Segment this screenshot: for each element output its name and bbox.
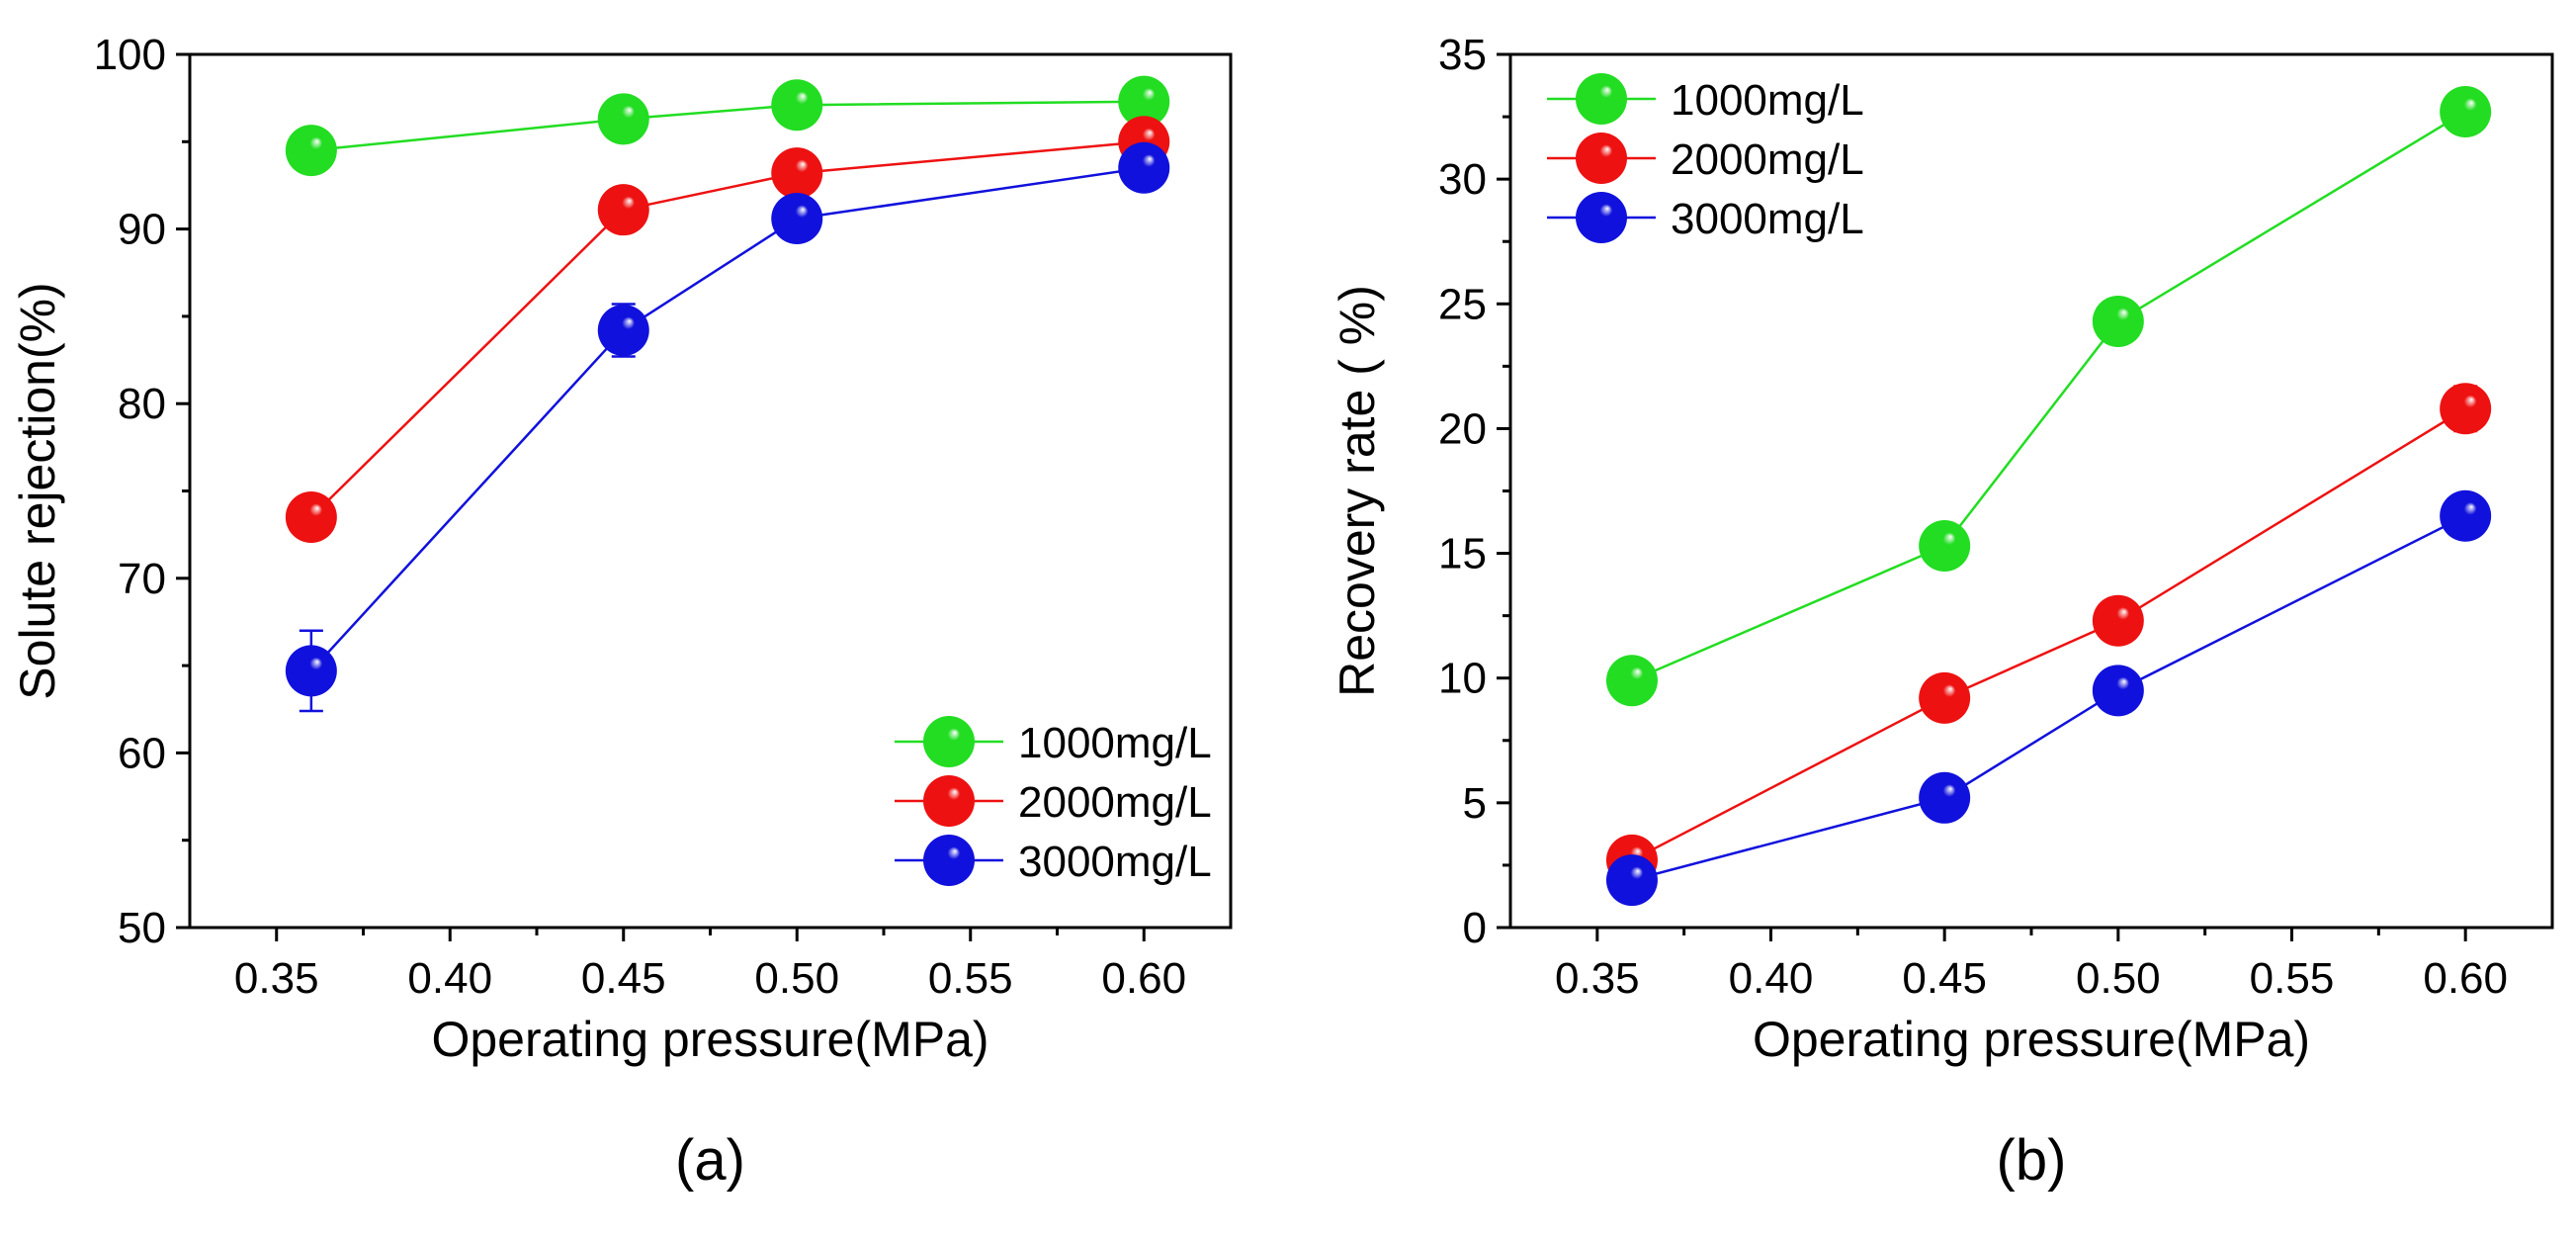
legend-label: 2000mg/L	[1671, 135, 1864, 184]
legend-marker	[923, 716, 975, 767]
y-tick-label: 30	[1438, 155, 1487, 204]
data-point	[1605, 854, 1658, 907]
legend-entry: 2000mg/L	[895, 775, 1212, 827]
y-tick-label: 90	[118, 206, 166, 254]
data-point	[1118, 75, 1170, 128]
plot-frame	[1508, 52, 2554, 930]
series-line	[310, 100, 1145, 152]
series-line	[309, 166, 1145, 672]
data-point	[2440, 383, 2492, 435]
data-point	[771, 79, 823, 132]
series-line	[1631, 110, 2466, 682]
x-tick-label: 0.55	[928, 954, 1013, 1003]
y-tick-label: 80	[118, 380, 166, 428]
data-point	[1919, 671, 1971, 724]
y-tick-label: 10	[1438, 655, 1487, 703]
data-point	[2092, 295, 2144, 347]
data-point	[285, 490, 337, 543]
panel-b: 0 5 10 15 20 25 30 35 0.35 0.40 0.45 0.50 0.55 0.60 Op…	[1330, 31, 2554, 1193]
legend-marker	[1576, 73, 1627, 125]
series-1000mg/L	[1605, 86, 2492, 707]
legend-label: 1000mg/L	[1671, 76, 1864, 125]
legend-marker	[923, 775, 975, 827]
series-line	[309, 140, 1145, 518]
legend-entry: 3000mg/L	[895, 835, 1212, 886]
x-tick-label: 0.55	[2250, 954, 2335, 1003]
y-tick-label: 20	[1438, 404, 1487, 453]
panel-a: 50 60 70 80 90 100 0.35 0.40 0.45 0.50 0.55 0.60 Ope…	[10, 31, 1233, 1193]
x-tick-label: 0.60	[1101, 954, 1186, 1003]
data-point	[1605, 655, 1658, 707]
panel-label: (b)	[1997, 1128, 2067, 1193]
y-tick-label: 5	[1463, 779, 1487, 828]
y-axis-title: Solute rejection(%)	[10, 282, 65, 699]
legend-entry: 1000mg/L	[1547, 73, 1864, 125]
data-point	[2440, 86, 2492, 138]
x-tick-label: 0.50	[2076, 954, 2161, 1003]
data-point	[285, 645, 337, 697]
data-point	[597, 93, 649, 145]
series-line	[1631, 407, 2466, 861]
x-tick-label: 0.45	[1902, 954, 1987, 1003]
x-tick-label: 0.40	[407, 954, 492, 1003]
legend-entry: 1000mg/L	[895, 716, 1212, 767]
y-tick-label: 60	[118, 729, 166, 777]
y-tick-label: 25	[1438, 280, 1487, 328]
data-point	[1919, 771, 1971, 824]
x-tick-label: 0.35	[234, 954, 319, 1003]
y-tick-label: 35	[1438, 31, 1487, 79]
legend-marker	[923, 835, 975, 886]
legend-entry: 3000mg/L	[1547, 192, 1864, 243]
series-2000mg/L	[285, 116, 1170, 543]
legend-entry: 2000mg/L	[1547, 133, 1864, 184]
legend-marker	[1576, 133, 1627, 184]
x-tick-label: 0.40	[1729, 954, 1814, 1003]
x-tick-label: 0.35	[1555, 954, 1640, 1003]
y-tick-label: 50	[118, 904, 166, 952]
y-tick-label: 15	[1438, 530, 1487, 578]
data-point	[1118, 141, 1170, 194]
data-point	[597, 305, 649, 357]
series-line	[1631, 514, 2466, 882]
series-1000mg/L	[285, 75, 1170, 177]
x-tick-label: 0.60	[2423, 954, 2508, 1003]
series-3000mg/L	[1605, 489, 2492, 907]
y-tick-label: 70	[118, 555, 166, 603]
data-point	[2092, 665, 2144, 717]
data-point	[2440, 489, 2492, 542]
legend-label: 3000mg/L	[1671, 195, 1864, 243]
data-point	[771, 193, 823, 245]
series-3000mg/L	[285, 141, 1170, 713]
legend-label: 2000mg/L	[1018, 778, 1212, 827]
y-axis-title: Recovery rate ( %)	[1330, 285, 1385, 697]
x-axis-title: Operating pressure(MPa)	[431, 1012, 988, 1067]
legend-marker	[1576, 192, 1627, 243]
panel-label: (a)	[675, 1128, 745, 1193]
series-2000mg/L	[1605, 383, 2492, 886]
data-point	[597, 184, 649, 236]
x-tick-label: 0.50	[754, 954, 839, 1003]
x-axis-title: Operating pressure(MPa)	[1753, 1012, 2310, 1067]
data-point	[285, 125, 337, 177]
x-tick-label: 0.45	[581, 954, 666, 1003]
y-tick-label: 100	[94, 31, 166, 79]
legend-label: 3000mg/L	[1018, 838, 1212, 886]
y-tick-label: 0	[1463, 904, 1487, 952]
data-point	[1919, 520, 1971, 573]
data-point	[2092, 594, 2144, 647]
data-point	[771, 147, 823, 200]
legend-label: 1000mg/L	[1018, 719, 1212, 767]
